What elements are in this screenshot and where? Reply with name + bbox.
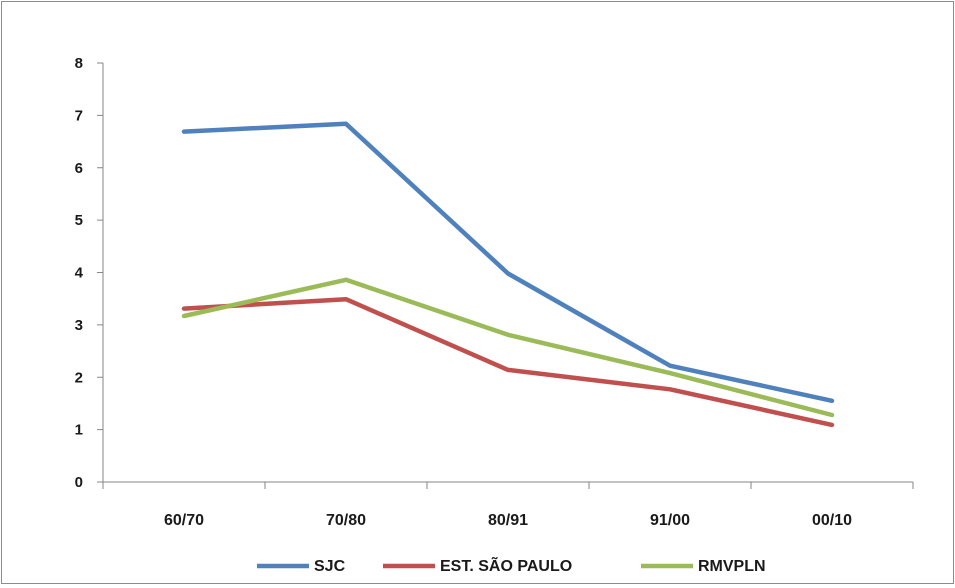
series-line-3 (181, 277, 835, 418)
y-tick-label: 7 (75, 107, 83, 124)
y-tick-label: 5 (75, 212, 83, 229)
legend: SJC EST. SÃO PAULO RMVPLN (257, 555, 766, 575)
y-tick-label: 8 (75, 55, 83, 72)
legend-label: SJC (314, 558, 346, 575)
x-tick-label: 00/10 (812, 512, 852, 529)
y-tick-label: 0 (75, 474, 83, 491)
x-tick-label: 91/00 (650, 512, 690, 529)
axes: 0 1 2 3 4 5 6 7 8 60/70 70/80 80/91 91/00 00/10 (75, 55, 914, 529)
x-tick-label: 60/70 (164, 512, 204, 529)
series-line-1 (181, 121, 835, 404)
legend-label: RMVPLN (698, 558, 766, 575)
y-tick-label: 3 (75, 317, 83, 334)
x-tick-label: 80/91 (488, 512, 528, 529)
series-layer (181, 121, 835, 428)
x-tick-label: 70/80 (326, 512, 366, 529)
y-tick-label: 1 (75, 422, 83, 439)
y-tick-label: 4 (75, 265, 84, 282)
series-line-2 (181, 296, 835, 428)
legend-label: EST. SÃO PAULO (440, 555, 572, 575)
y-tick-label: 2 (75, 369, 83, 386)
y-tick-label: 6 (75, 160, 83, 177)
